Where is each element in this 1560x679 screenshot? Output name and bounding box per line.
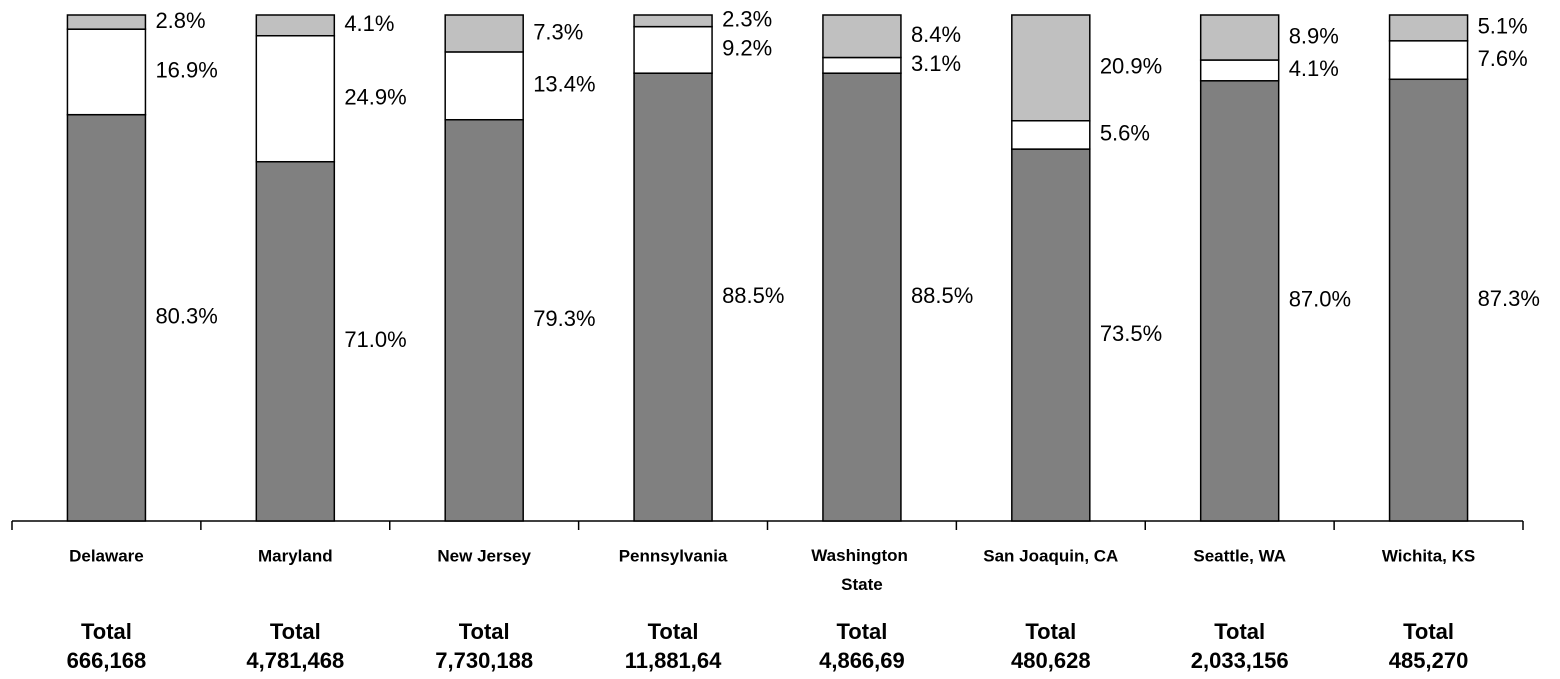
- bar-segment: [255, 34, 336, 163]
- total-value: 11,881,64: [625, 648, 722, 673]
- bar-segment: [444, 14, 524, 53]
- bar-segment: [66, 28, 147, 116]
- total-value: 666,168: [67, 648, 147, 673]
- bar-segment: [1011, 14, 1091, 122]
- data-label: 8.9%: [1289, 23, 1339, 48]
- bar-segment: [255, 160, 336, 522]
- total-label: Total: [459, 619, 510, 644]
- bar-segment: [822, 14, 902, 59]
- data-label: 88.5%: [911, 283, 973, 308]
- bar-segment: [1199, 14, 1280, 61]
- data-label: 73.5%: [1100, 321, 1162, 346]
- bar-segment: [1199, 80, 1280, 522]
- x-tick-label: Seattle, WA: [1193, 546, 1286, 565]
- data-label: 9.2%: [722, 36, 772, 61]
- data-label: 4.1%: [1289, 56, 1339, 81]
- bar-segment: [66, 113, 147, 522]
- bar-segment: [822, 56, 902, 74]
- data-label: 87.3%: [1478, 286, 1540, 311]
- total-value: 480,628: [1011, 648, 1091, 673]
- data-label: 5.6%: [1100, 121, 1150, 146]
- data-label: 2.8%: [155, 8, 205, 33]
- data-label: 80.3%: [155, 304, 217, 329]
- total-value: 4,781,468: [246, 648, 344, 673]
- bar-segment: [633, 72, 713, 522]
- bar-segment: [1011, 148, 1091, 522]
- bar-segment: [444, 118, 524, 522]
- x-tick-label: Washington State: [811, 546, 912, 594]
- total-label: Total: [1025, 619, 1076, 644]
- bar-segment: [66, 14, 147, 30]
- data-label: 20.9%: [1100, 54, 1162, 79]
- bar-segment: [633, 25, 713, 74]
- data-label: 87.0%: [1289, 287, 1351, 312]
- total-label: Total: [648, 619, 699, 644]
- data-label: 71.0%: [344, 327, 406, 352]
- x-tick-label: San Joaquin, CA: [983, 546, 1118, 565]
- x-tick-label: Delaware: [69, 546, 144, 565]
- total-label: Total: [270, 619, 321, 644]
- data-label: 13.4%: [533, 72, 595, 97]
- data-label: 8.4%: [911, 22, 961, 47]
- total-value: 485,270: [1389, 648, 1469, 673]
- data-label: 2.3%: [722, 7, 772, 32]
- total-label: Total: [1403, 619, 1454, 644]
- data-label: 5.1%: [1478, 14, 1528, 39]
- data-label: 16.9%: [155, 58, 217, 83]
- x-tick-label: New Jersey: [437, 546, 531, 565]
- bar-segment: [1388, 14, 1469, 42]
- data-label: 88.5%: [722, 283, 784, 308]
- bar-segment: [444, 51, 524, 121]
- data-label: 3.1%: [911, 51, 961, 76]
- bar-segment: [1388, 40, 1469, 81]
- x-tick-label: Wichita, KS: [1382, 546, 1475, 565]
- total-value: 2,033,156: [1191, 648, 1289, 673]
- x-tick-label: Pennsylvania: [619, 546, 728, 565]
- data-label: 7.6%: [1478, 46, 1528, 71]
- bar-segment: [1199, 59, 1280, 82]
- bar-segment: [633, 14, 713, 28]
- bar-segment: [255, 14, 336, 37]
- data-label: 24.9%: [344, 85, 406, 110]
- data-label: 7.3%: [533, 19, 583, 44]
- total-label: Total: [836, 619, 887, 644]
- total-label: Total: [81, 619, 132, 644]
- total-label: Total: [1214, 619, 1265, 644]
- bar-segment: [822, 72, 902, 522]
- data-label: 4.1%: [344, 11, 394, 36]
- total-value: 4,866,69: [819, 648, 905, 673]
- total-value: 7,730,188: [435, 648, 533, 673]
- x-tick-label: Maryland: [258, 546, 333, 565]
- data-label: 79.3%: [533, 306, 595, 331]
- bar-segment: [1388, 78, 1469, 522]
- bar-segment: [1011, 120, 1091, 150]
